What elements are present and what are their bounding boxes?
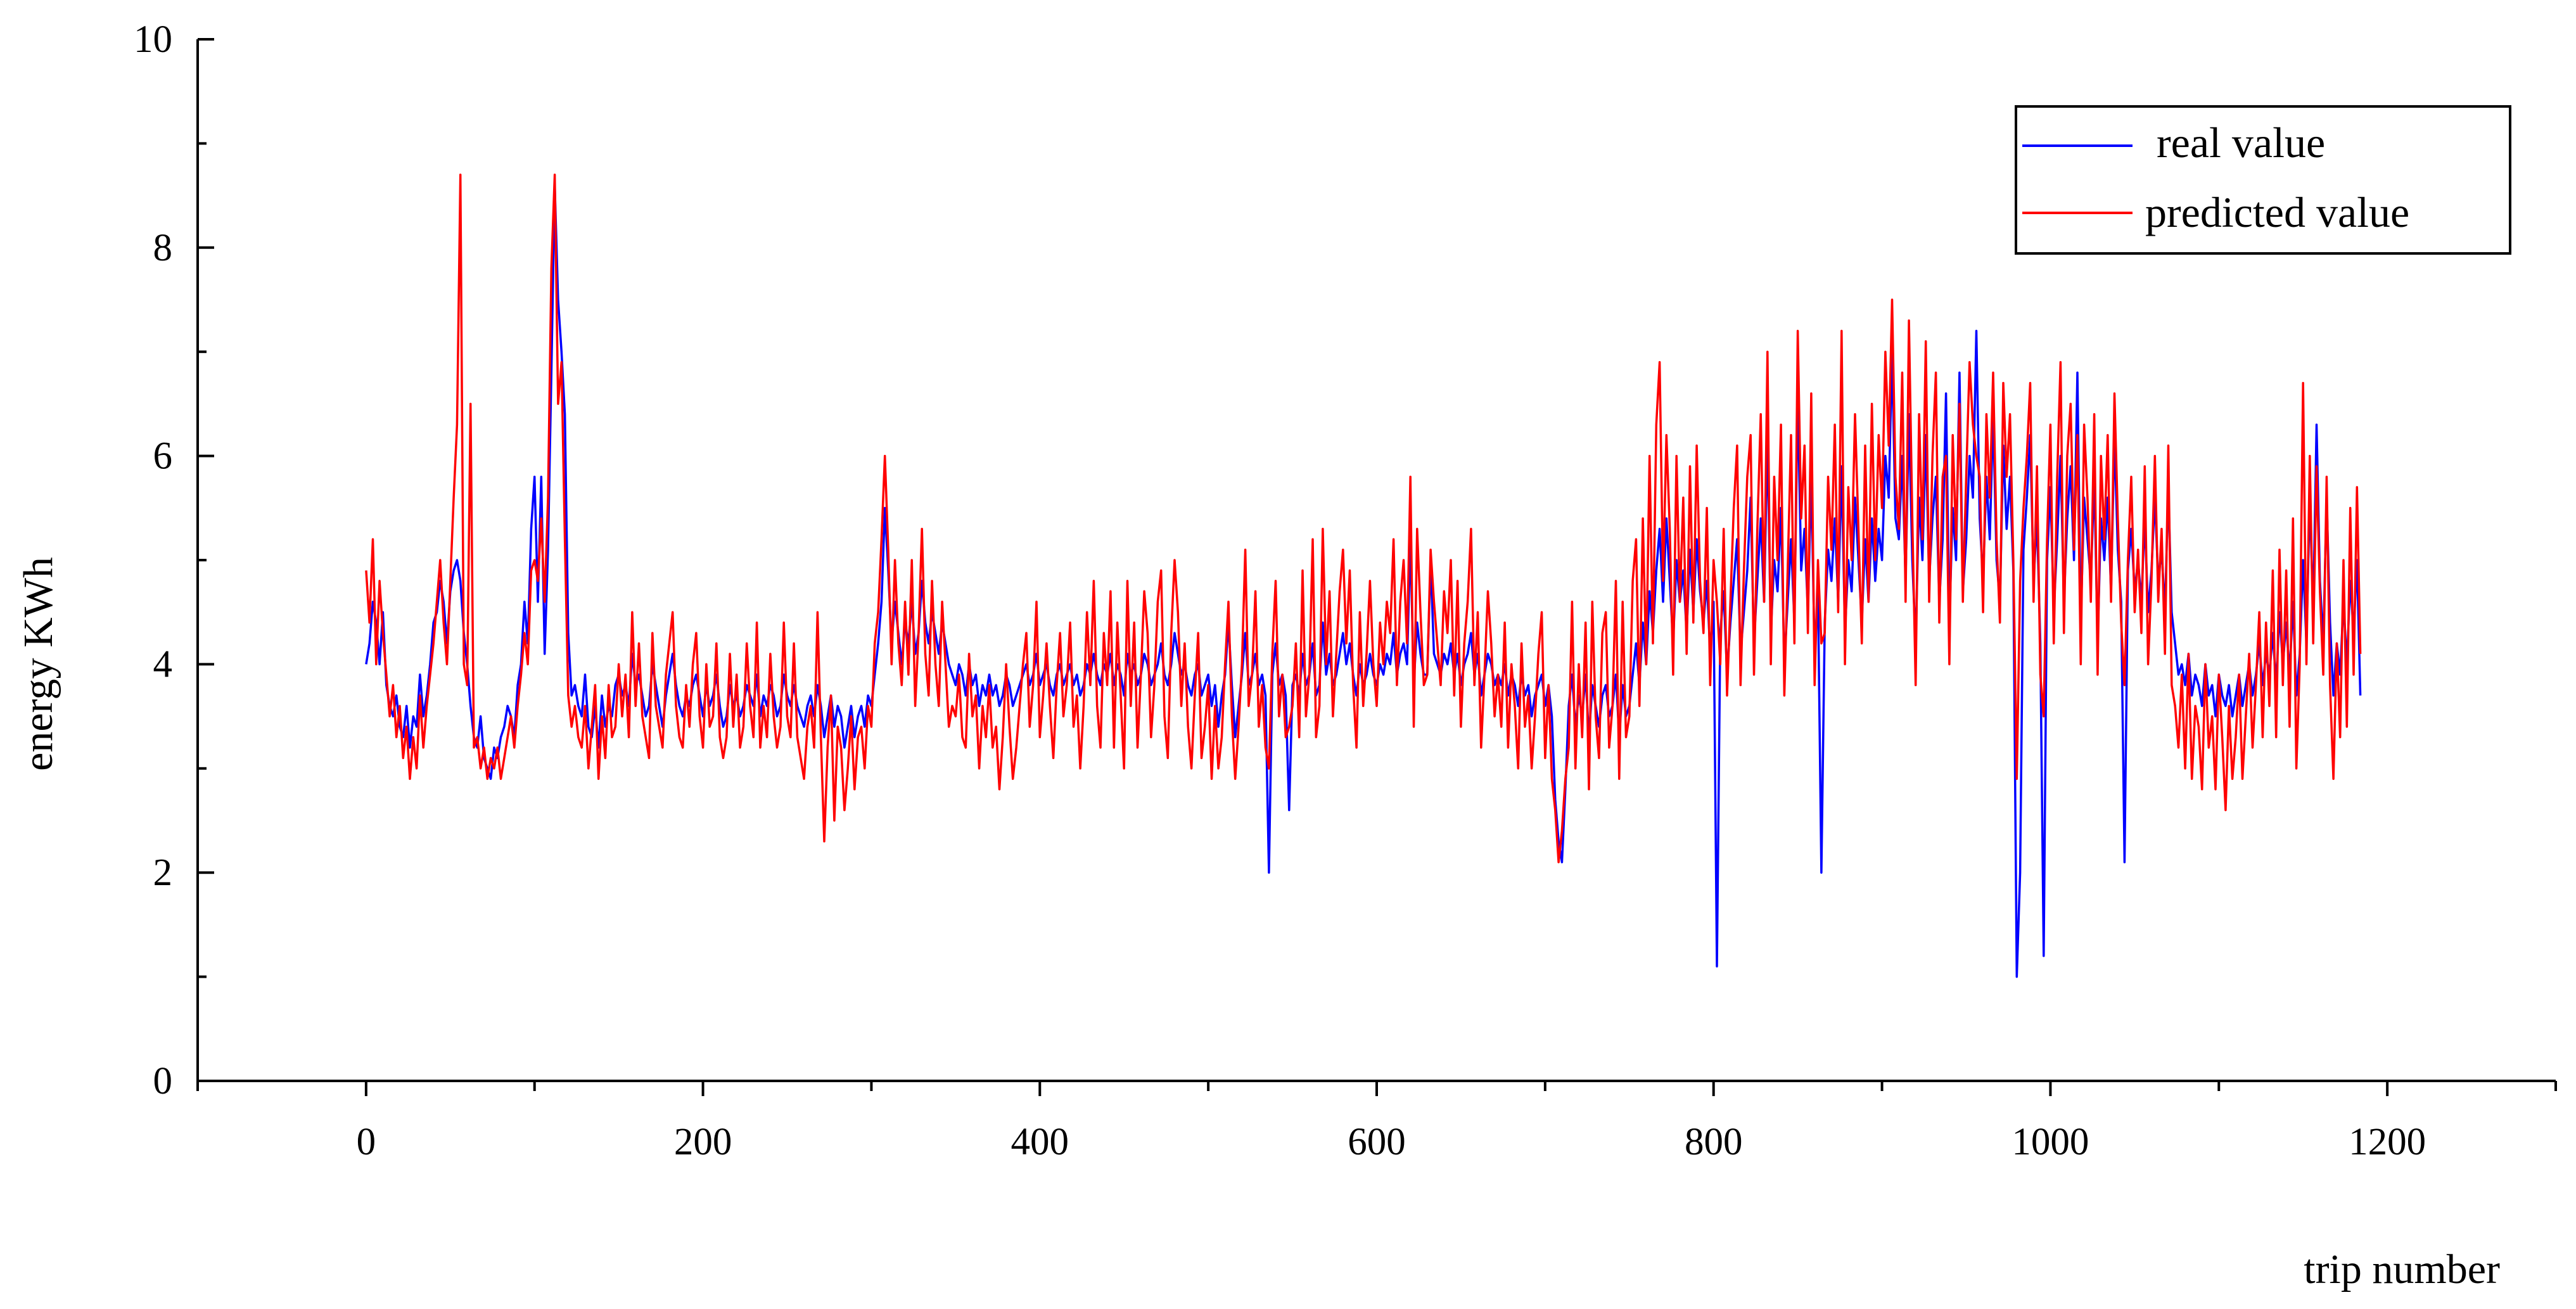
legend: real value predicted value (2015, 105, 2511, 255)
series-layer (365, 173, 2362, 978)
legend-label-predicted-value: predicted value (2145, 188, 2409, 236)
x-tick-label: 600 (1348, 1121, 1406, 1163)
y-tick-label: 10 (134, 18, 172, 61)
series-line-real-value (365, 184, 2362, 978)
legend-label-real-value: real value (2157, 118, 2325, 167)
x-tick-label: 800 (1685, 1121, 1743, 1163)
x-tick-label: 1000 (2012, 1121, 2089, 1163)
y-axis-title: energy KWh (15, 557, 61, 771)
y-tick-label: 0 (153, 1060, 173, 1102)
y-tick-label: 4 (153, 643, 173, 686)
series-line-predicted-value (365, 173, 2362, 864)
x-tick-label: 400 (1011, 1121, 1069, 1163)
legend-box (2015, 105, 2511, 255)
x-tick-label: 1200 (2349, 1121, 2426, 1163)
x-axis-title: trip number (2304, 1246, 2500, 1293)
x-tick-label: 0 (357, 1121, 376, 1163)
y-tick-label: 6 (153, 435, 173, 478)
y-tick-label: 8 (153, 227, 173, 269)
x-tick-label: 200 (674, 1121, 732, 1163)
y-tick-label: 2 (153, 852, 173, 894)
axes: 0 200 400 600 800 1000 1200 0 2 4 6 8 10 (134, 18, 2557, 1163)
